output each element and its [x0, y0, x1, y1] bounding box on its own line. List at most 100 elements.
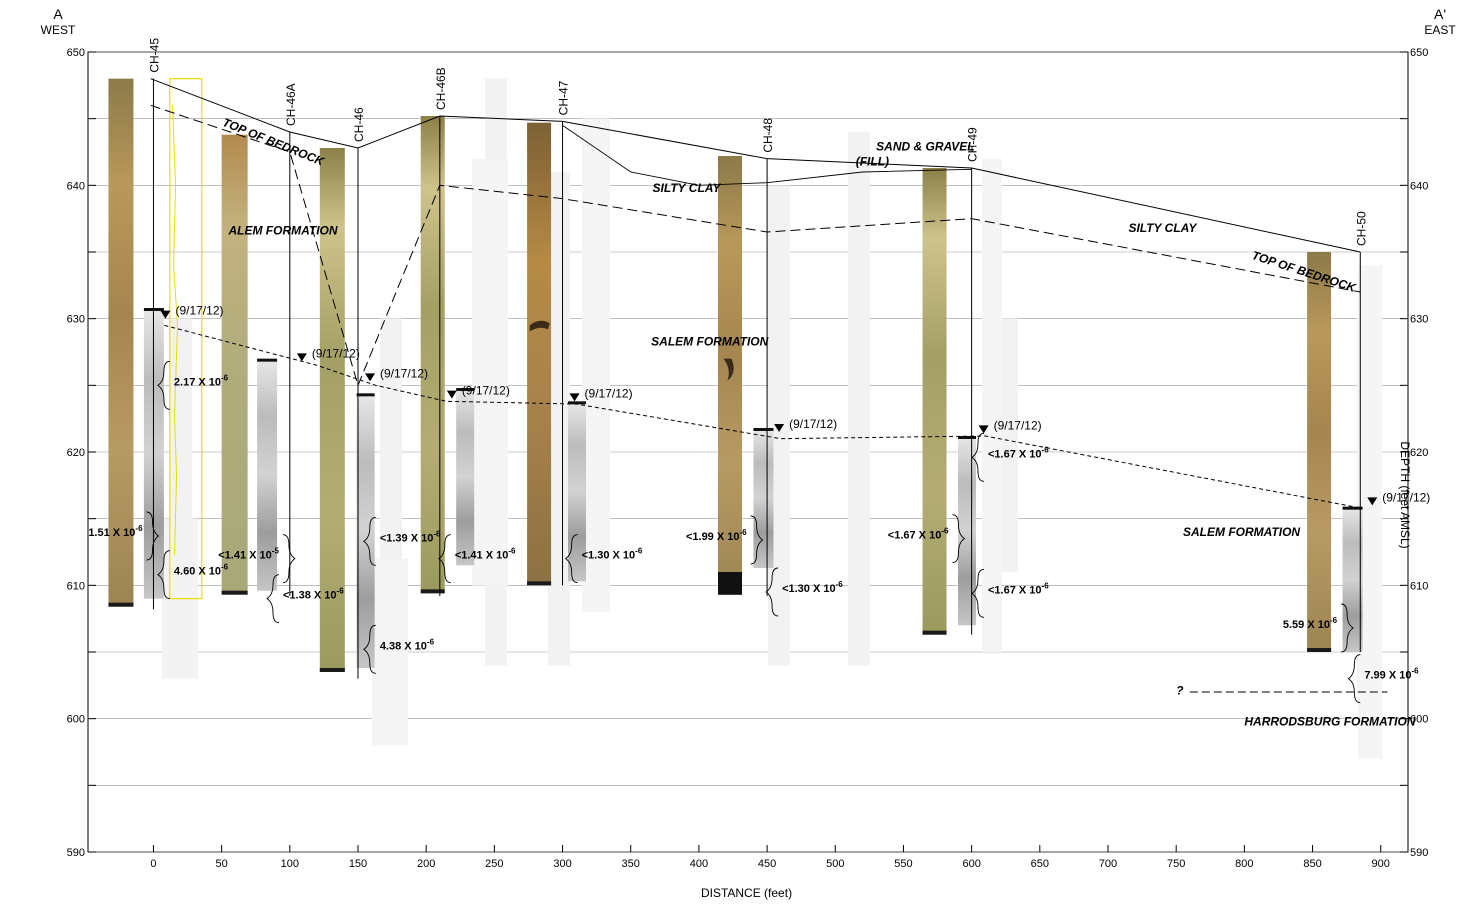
- conductivity-label: <1.30 X 10-6: [582, 547, 643, 562]
- y-tick-label-right: 620: [1410, 447, 1428, 459]
- ch46-core-base: [319, 668, 345, 672]
- water-table-line: [164, 324, 1361, 509]
- conductivity-brace: [971, 432, 985, 482]
- conductivity-label: <1.67 X 10-6: [988, 581, 1049, 596]
- water-level-marker: [774, 424, 785, 432]
- water-level-marker: [365, 373, 375, 382]
- y-tick-label-left: 590: [67, 847, 85, 859]
- x-tick-label: 600: [962, 858, 980, 870]
- section-end-a-direction: WEST: [40, 23, 76, 37]
- x-tick-label: 550: [894, 858, 912, 870]
- conductivity-label: 1.51 X 10-6: [88, 524, 143, 539]
- conductivity-brace: [157, 550, 170, 600]
- y-tick-label-right: 640: [1410, 180, 1428, 192]
- borehole-label: CH-47: [557, 80, 571, 115]
- ch46-televiewer: [356, 393, 375, 668]
- y-tick-label-left: 630: [67, 314, 85, 326]
- section-end-a-prime: A' EAST: [1418, 6, 1462, 38]
- section-end-a-prime-letter: A': [1433, 6, 1446, 22]
- borehole-label: CH-48: [761, 118, 775, 153]
- ch50-core: [1307, 252, 1332, 652]
- x-tick-label: 750: [1167, 858, 1185, 870]
- ch47-televiewer: [568, 401, 586, 582]
- fill-contact-line: [562, 124, 972, 186]
- ch46b-televiewer: [456, 388, 475, 566]
- y-tick-label-right: 610: [1410, 580, 1428, 592]
- conductivity-label: <1.41 X 10-6: [455, 547, 516, 562]
- water-level-date: (9/17/12): [175, 304, 223, 318]
- ch49-televiewer-cap: [958, 436, 976, 439]
- section-end-a: A WEST: [38, 6, 78, 38]
- x-tick-label: 150: [349, 858, 367, 870]
- ch49-core: [922, 168, 947, 635]
- x-tick-label: 650: [1031, 858, 1049, 870]
- borehole-label: CH-46B: [434, 67, 448, 110]
- ghost-core: [472, 158, 508, 586]
- x-tick-label: 50: [216, 858, 228, 870]
- formation-label: ALEM FORMATION: [227, 224, 337, 238]
- y-tick-label-left: 610: [67, 580, 85, 592]
- ch50-core-base: [1307, 648, 1332, 652]
- conductivity-brace: [363, 516, 376, 566]
- water-level-date: (9/17/12): [789, 417, 837, 431]
- ghost-core: [982, 158, 1002, 652]
- ch46-core: [319, 148, 345, 672]
- conductivity-label: <1.67 X 10-6: [888, 527, 949, 542]
- water-level-marker: [1367, 497, 1378, 506]
- water-level-marker: [446, 390, 457, 399]
- ch48-dark-feature: [723, 358, 734, 381]
- conductivity-brace: [1341, 603, 1354, 653]
- ghost-core: [548, 172, 570, 666]
- ch47-televiewer-cap: [568, 401, 586, 405]
- x-tick-label: 400: [690, 858, 708, 870]
- formation-label: TOP OF BEDROCK: [1250, 248, 1358, 295]
- y-tick-label-right: 600: [1410, 714, 1428, 726]
- ch45-core: [108, 78, 134, 607]
- ch46b-televiewer-cap: [456, 388, 475, 391]
- formation-label: SILTY CLAY: [653, 181, 722, 195]
- ch47-core: [527, 122, 552, 586]
- y-tick-label-left: 640: [67, 180, 85, 192]
- borehole-label: CH-49: [966, 127, 980, 162]
- conductivity-label: <1.39 X 10-6: [380, 529, 441, 544]
- ch46a-core: [221, 134, 248, 595]
- x-axis-title: DISTANCE (feet): [700, 886, 793, 900]
- ch50-televiewer-cap: [1342, 506, 1363, 510]
- ch45-yellow-trace: [169, 78, 203, 600]
- ghost-core: [372, 558, 408, 746]
- y-tick-label-left: 600: [67, 714, 85, 726]
- top-of-bedrock-line: [150, 104, 1361, 387]
- ch49-televiewer: [958, 436, 976, 626]
- formation-label: SILTY CLAY: [1128, 221, 1197, 235]
- ghost-core: [380, 318, 402, 639]
- water-level-marker: [978, 425, 989, 434]
- water-level-date: (9/17/12): [462, 384, 510, 398]
- x-tick-label: 800: [1235, 858, 1253, 870]
- water-level-date: (9/17/12): [585, 386, 633, 400]
- x-tick-label: 100: [281, 858, 299, 870]
- contact-lines-layer: [146, 78, 1388, 704]
- conductivity-brace: [146, 511, 160, 561]
- borehole-label: CH-50: [1354, 211, 1368, 246]
- conductivity-brace: [1347, 654, 1361, 704]
- formation-label: SAND & GRAVEL: [876, 140, 974, 154]
- water-level-date: (9/17/12): [380, 366, 428, 380]
- ghost-core: [582, 118, 610, 613]
- conductivity-label: 4.60 X 10-6: [174, 563, 229, 578]
- conductivity-brace: [750, 515, 764, 565]
- x-tick-label: 0: [150, 858, 156, 870]
- conductivity-brace: [971, 568, 985, 618]
- conductivity-brace: [157, 360, 170, 410]
- y-tick-label-left: 620: [67, 447, 85, 459]
- x-tick-label: 300: [553, 858, 571, 870]
- y-tick-label-right: 630: [1410, 314, 1428, 326]
- ch46a-televiewer: [257, 358, 278, 591]
- ground-surface-line: [150, 78, 1361, 253]
- conductivity-label: 7.99 X 10-6: [1364, 667, 1419, 682]
- formation-label: ?: [1176, 684, 1184, 698]
- conductivity-brace: [438, 534, 451, 584]
- water-level-marker: [569, 393, 580, 402]
- ch48-dark-base: [718, 572, 742, 595]
- conductivity-brace: [266, 574, 280, 624]
